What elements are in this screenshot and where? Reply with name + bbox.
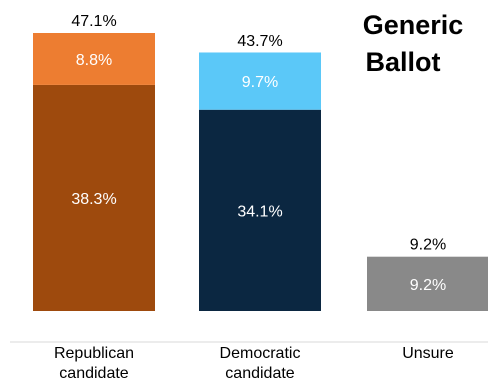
bar-segment [199, 109, 321, 311]
bar-segment [199, 52, 321, 110]
bar-segment [367, 256, 488, 311]
chart-title-line-1: Generic [363, 10, 464, 40]
category-label: Unsure [402, 345, 454, 362]
bar-group: 38.3% 8.8% 47.1% 34.1% 9.7% 43.7% 9.2% 9.2% [33, 13, 488, 311]
bar-segment-label: 34.1% [237, 203, 282, 220]
bar-segment-label: 9.2% [410, 277, 446, 294]
bar-total-label: 47.1% [71, 13, 116, 30]
category-label: candidate [225, 365, 294, 382]
bar-segment [33, 84, 155, 311]
bar-segment [33, 33, 155, 85]
bar-total-label: 43.7% [237, 33, 282, 50]
bar-segment-label: 9.7% [242, 74, 278, 91]
chart-title: Generic Ballot [363, 10, 464, 77]
category-label: Democratic [220, 345, 301, 362]
category-labels: Republican candidate Democratic candidate Un… [54, 345, 454, 382]
category-label: candidate [59, 365, 128, 382]
category-label: Republican [54, 345, 134, 362]
bar-total-label: 9.2% [410, 237, 446, 254]
bar-segment-label: 38.3% [71, 191, 116, 208]
bar-segment-label: 8.8% [76, 52, 112, 69]
chart-title-line-2: Ballot [365, 47, 440, 77]
